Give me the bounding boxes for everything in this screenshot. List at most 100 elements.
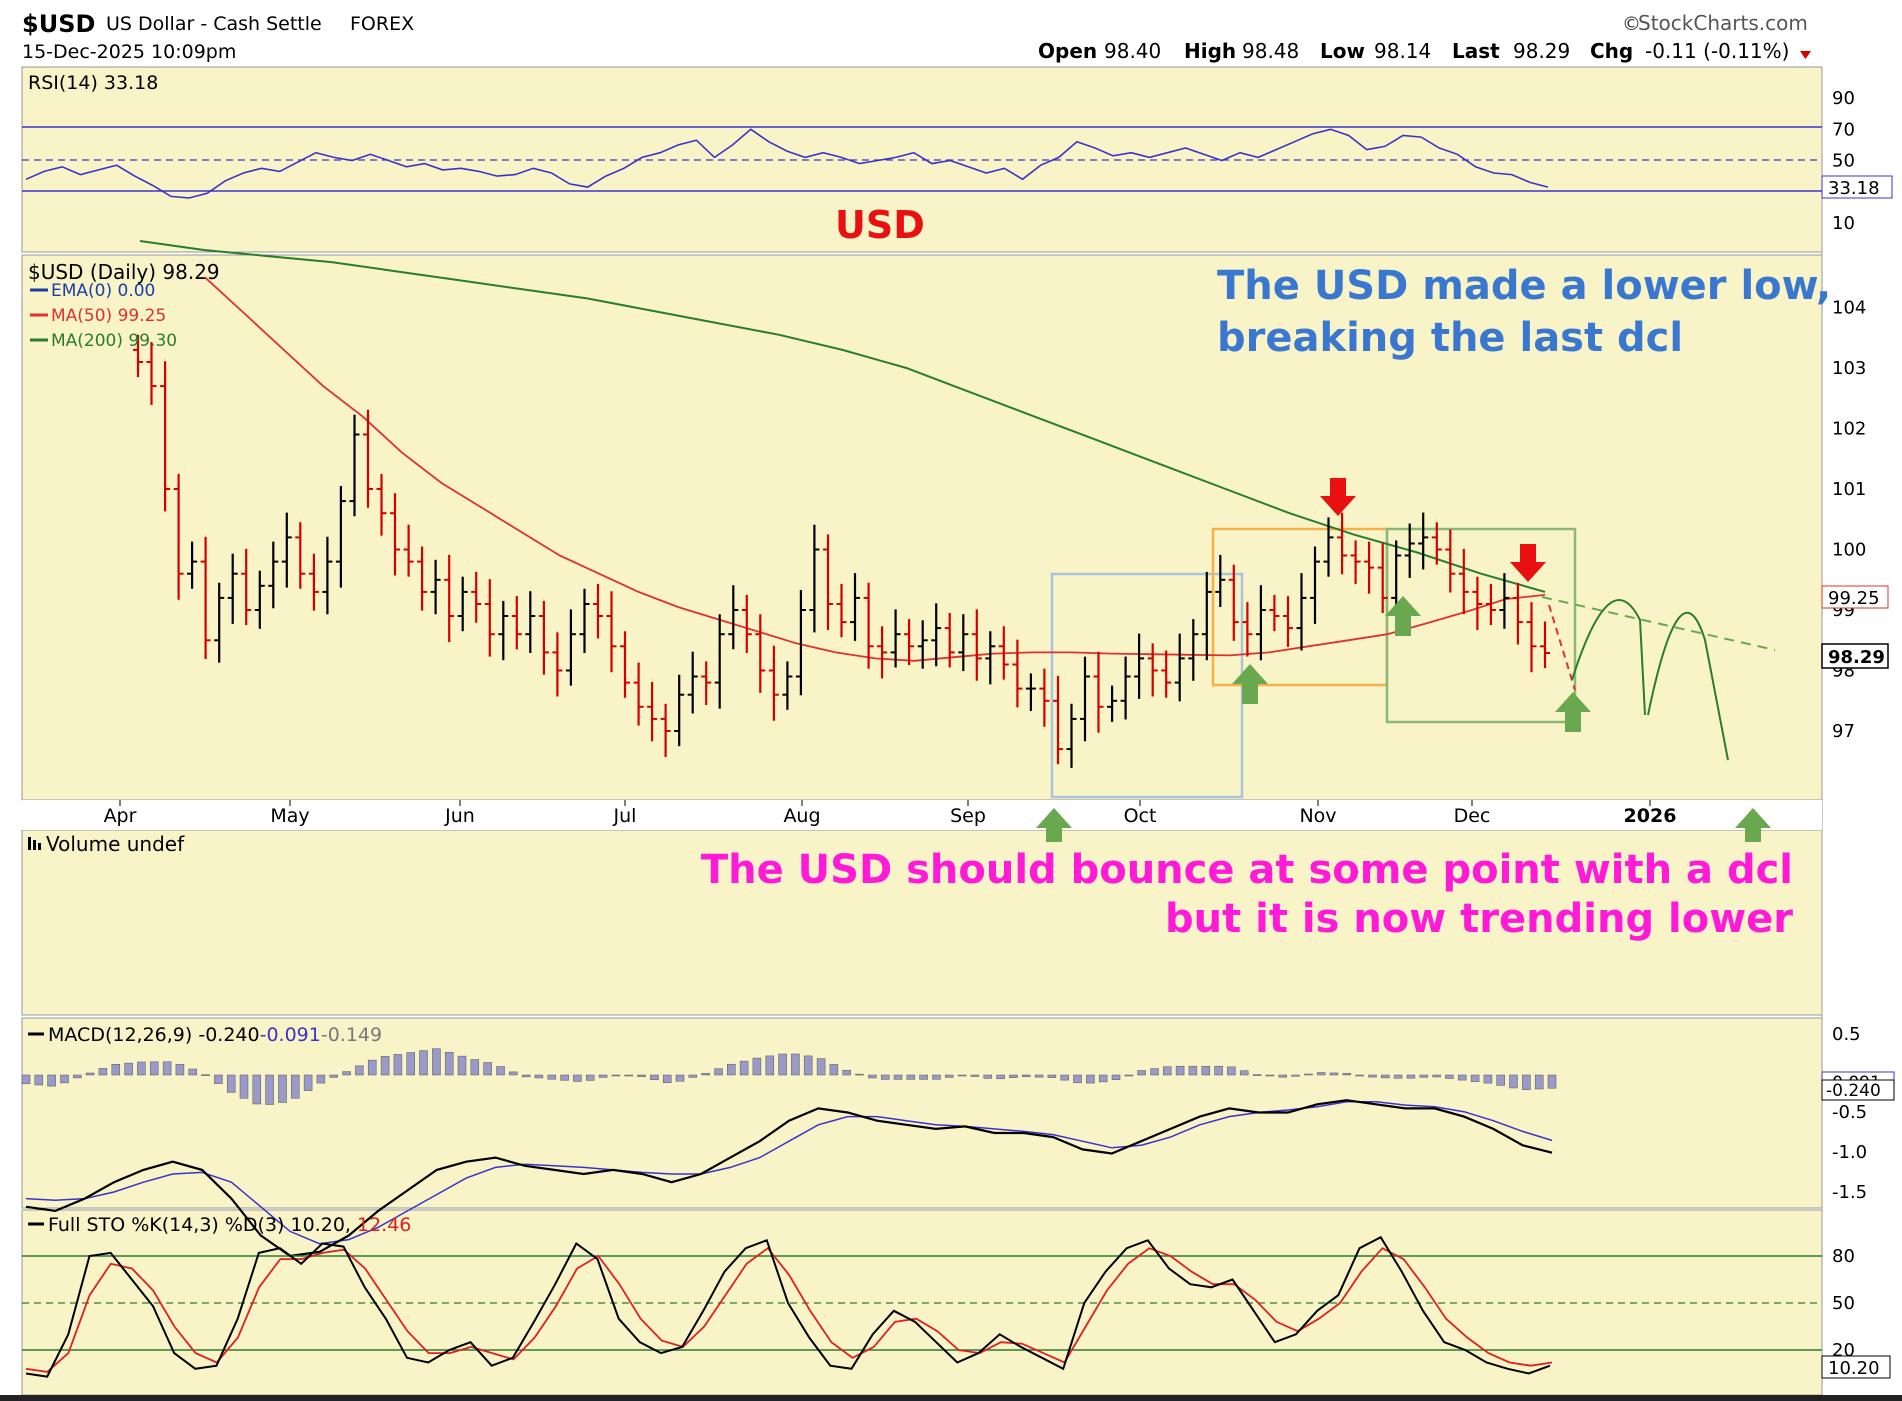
price-bar: [1350, 540, 1361, 584]
time-tick-label: Apr: [104, 805, 137, 827]
last-price-tag-text: 98.29: [1828, 647, 1885, 668]
price-bar: [552, 632, 563, 697]
macd-hist-bar: [380, 1056, 390, 1076]
time-tick-label: Nov: [1299, 805, 1336, 827]
indicator-label: EMA(0) 0.00: [51, 281, 155, 301]
price-bar: [1472, 576, 1483, 630]
macd-hist-bar: [983, 1074, 993, 1079]
macd-hist-bar: [970, 1074, 980, 1077]
price-bar: [241, 548, 252, 626]
price-bar: [795, 590, 806, 696]
macd-hist-bar: [278, 1074, 287, 1103]
price-bar: [1215, 554, 1226, 607]
price-bar: [1161, 650, 1172, 698]
price-bar: [998, 626, 1009, 680]
rsi-series-line: [25, 128, 1549, 199]
price-bar: [1404, 523, 1415, 578]
price-bar: [836, 584, 847, 638]
macd-hist-bar: [906, 1074, 916, 1080]
price-bar: [633, 662, 644, 726]
price-bar: [1188, 619, 1199, 681]
macd-hist-bar: [945, 1074, 954, 1078]
macd-hist-bar: [560, 1074, 569, 1081]
macd-hist-bar: [483, 1062, 492, 1076]
price-bar: [1269, 594, 1280, 632]
right-axis-strip: [1822, 67, 1900, 1395]
price-bar: [1120, 656, 1131, 720]
price-bar: [403, 524, 414, 577]
macd-hist-bar: [291, 1074, 300, 1099]
volume-icon-bar: [38, 843, 41, 850]
macd-hist-bar: [239, 1074, 249, 1099]
chg-label: Chg: [1590, 39, 1633, 63]
rsi-group: RSI(14) 33.18 9070503010 33.18 USD: [22, 72, 1893, 247]
price-bar: [1080, 656, 1090, 742]
macd-hist-bar: [21, 1074, 31, 1085]
macd-hist-bar: [893, 1074, 903, 1080]
macd-hist-bar: [1522, 1074, 1531, 1090]
macd-hist-bar: [1227, 1066, 1236, 1076]
time-tick-label: Jul: [613, 805, 637, 827]
macd-hist-bar: [201, 1074, 210, 1076]
price-panel: [21, 254, 1823, 801]
macd-hist-bar: [457, 1055, 467, 1076]
indicator-label: MA(50) 99.25: [51, 306, 166, 326]
price-tick-label: 100: [1832, 540, 1866, 561]
macd-hist-bar: [1034, 1074, 1044, 1078]
price-bar: [1364, 541, 1375, 594]
price-tick-label: 103: [1832, 358, 1866, 379]
high-label: High: [1184, 39, 1236, 63]
chart-date: 15-Dec-2025 10:09pm: [22, 41, 236, 63]
macd-hist-bar: [919, 1074, 928, 1080]
macd-hist-bar: [957, 1074, 967, 1077]
time-tick-label: Sep: [950, 805, 986, 827]
macd-tick-label: 0.5: [1832, 1024, 1861, 1045]
price-bar: [471, 571, 482, 623]
macd-hist-bar: [1483, 1074, 1493, 1084]
macd-hist-bar: [34, 1074, 44, 1086]
macd-hist-bar: [662, 1074, 672, 1083]
macd-hist-bar: [1316, 1072, 1326, 1076]
price-bar: [160, 361, 171, 512]
macd-hist-bar: [1547, 1074, 1557, 1089]
annotation-breaking-dcl: breaking the last dcl: [1217, 315, 1683, 361]
price-bar: [268, 541, 279, 609]
macd-hist-bar: [214, 1074, 223, 1084]
macd-hist-bar: [765, 1055, 775, 1076]
macd-tick-label: -1.0: [1832, 1142, 1867, 1163]
macd-hist-bar: [393, 1054, 403, 1076]
usd-annotation: USD: [835, 203, 925, 247]
price-bar: [1296, 573, 1307, 651]
price-bar: [823, 534, 833, 630]
macd-hist-bar: [419, 1050, 428, 1076]
ma50-value-tag: 99.25: [1821, 585, 1889, 609]
indicator-legend: EMA(0) 0.00 MA(50) 99.25 MA(200) 99.30: [30, 281, 177, 351]
price-bar: [904, 619, 915, 666]
macd-hist-bar: [791, 1053, 800, 1076]
macd-hist-bar: [1265, 1074, 1275, 1077]
macd-hist-bar: [816, 1058, 826, 1076]
price-bar: [1540, 621, 1550, 669]
macd-hist-bar: [1432, 1074, 1441, 1078]
macd-hist-bar: [1534, 1074, 1544, 1090]
time-axis: Apr May Jun Jul Aug Sep Oct Nov Dec 2026: [22, 800, 1822, 830]
price-tick-label: 97: [1832, 721, 1855, 742]
macd-hist-bar: [355, 1065, 364, 1076]
macd-hist-bar: [1368, 1074, 1377, 1078]
price-bar: [1228, 564, 1239, 641]
ma50-line: [204, 276, 1546, 662]
price-bar: [146, 342, 157, 405]
symbol: $USD: [22, 10, 95, 38]
time-tick-label: Aug: [783, 805, 820, 827]
price-bar: [1053, 675, 1063, 765]
price-bar: [376, 473, 387, 536]
price-bar: [660, 703, 671, 757]
macd-hist-bar: [509, 1071, 518, 1076]
price-tick-label: 102: [1832, 419, 1866, 440]
macd-hist-bar: [996, 1074, 1005, 1080]
price-bar: [1418, 512, 1429, 570]
